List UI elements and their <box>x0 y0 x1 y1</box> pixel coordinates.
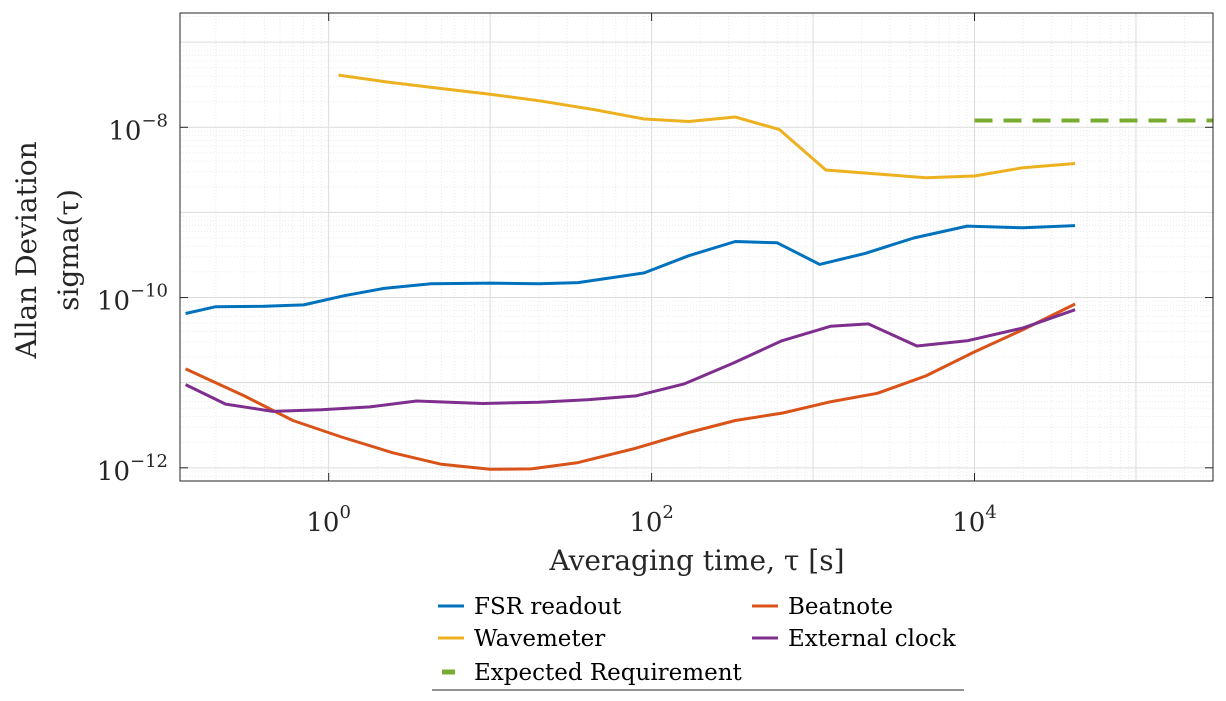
y-tick-exponent: −12 <box>130 451 168 472</box>
x-axis-label: Averaging time, τ [s] <box>548 544 844 577</box>
plot-frame <box>179 12 1214 482</box>
x-tick-exponent: 2 <box>662 502 673 523</box>
x-axis-ticks: 100 102 104 <box>306 13 997 538</box>
x-tick-exponent: 4 <box>985 502 996 523</box>
series-line-wavemeter <box>338 73 1076 180</box>
y-axis-label-line1: Allan Deviation <box>10 141 43 359</box>
y-axis-label-line2: sigma(τ) <box>52 189 85 311</box>
legend-label-expected-requirement: Expected Requirement <box>474 660 743 686</box>
x-tick-label: 104 <box>952 502 997 538</box>
y-tick-exponent: −8 <box>141 110 168 131</box>
major-grid <box>180 13 1213 481</box>
legend-label-wavemeter: Wavemeter <box>474 626 605 652</box>
legend-label-external-clock: External clock <box>788 626 957 652</box>
series-line-fsr-readout <box>185 224 1076 315</box>
x-tick-exponent: 0 <box>339 502 350 523</box>
plot-lines <box>184 73 1213 471</box>
y-tick-label: 10−8 <box>108 110 168 146</box>
x-tick-label: 100 <box>306 502 351 538</box>
series-line-external-clock <box>184 308 1076 413</box>
y-tick-exponent: −10 <box>130 281 168 302</box>
legend-label-fsr-readout: FSR readout <box>474 594 622 620</box>
y-tick-label: 10−12 <box>97 451 168 487</box>
minor-grid <box>180 13 1214 482</box>
x-tick-label: 102 <box>629 502 674 538</box>
series-line-beatnote <box>184 302 1076 471</box>
legend: FSR readout Beatnote Wavemeter External clo… <box>432 594 964 691</box>
legend-label-beatnote: Beatnote <box>788 594 893 620</box>
y-tick-label: 10−10 <box>97 281 168 317</box>
